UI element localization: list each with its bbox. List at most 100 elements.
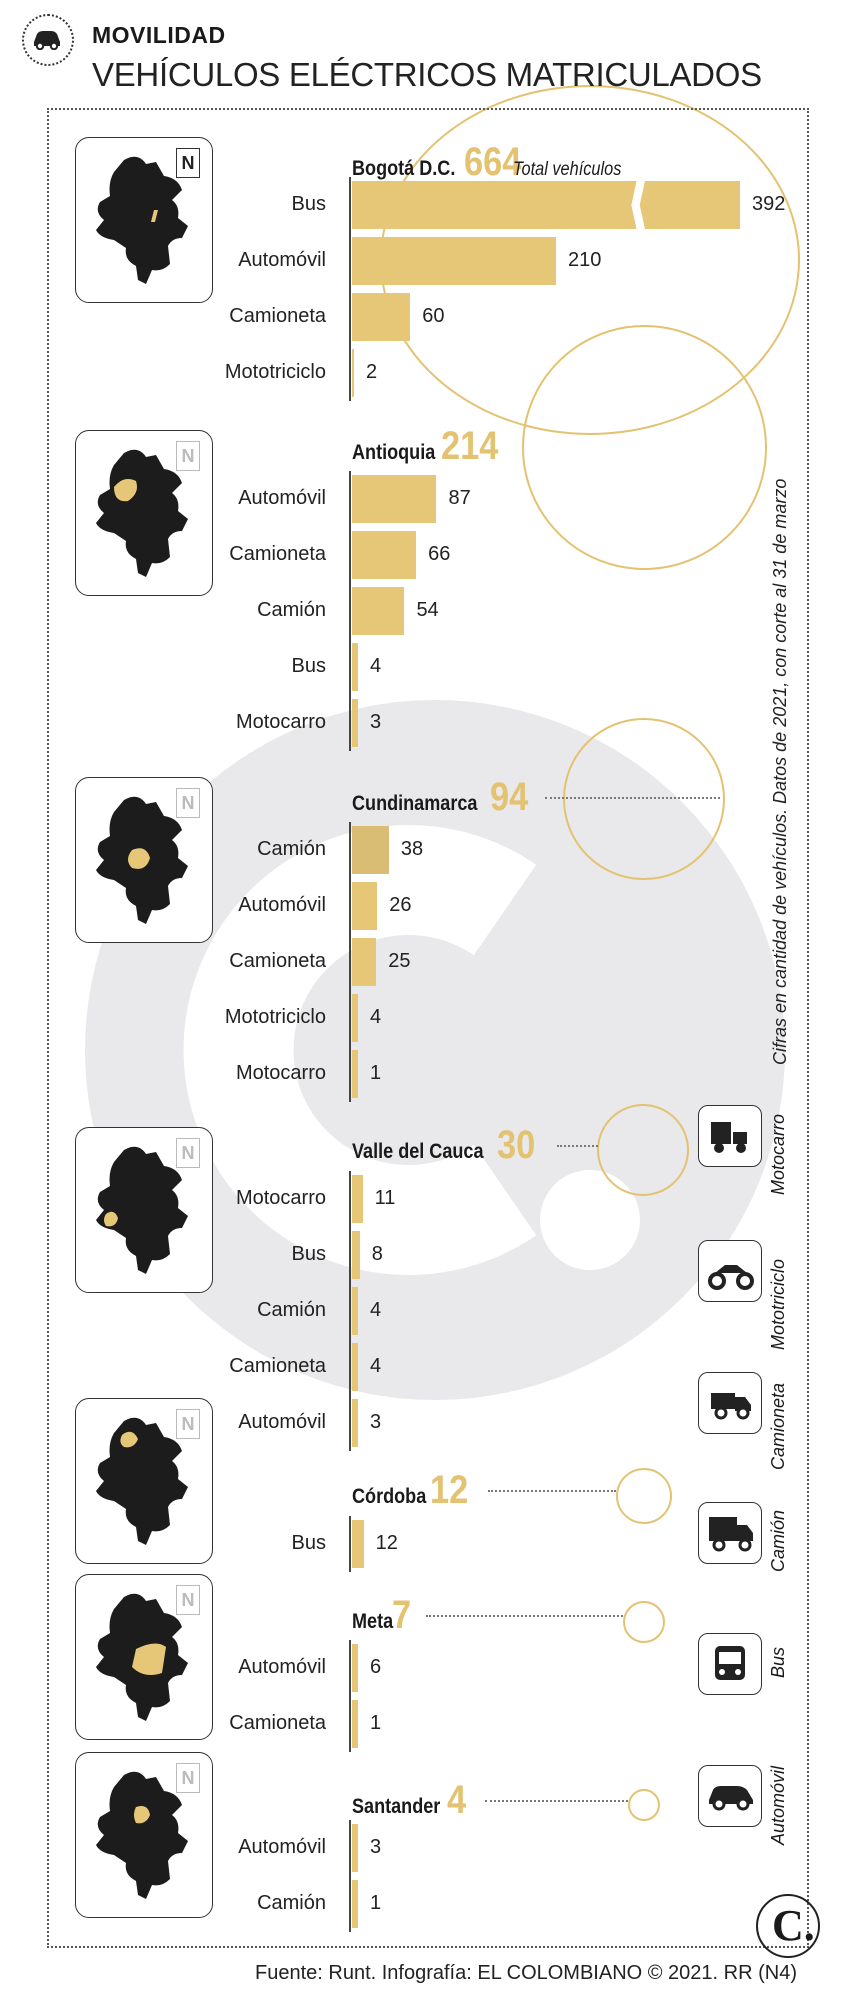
category-label: Camión xyxy=(257,1299,326,1321)
north-arrow-icon: N xyxy=(176,1409,200,1439)
category-label: Camión xyxy=(257,599,326,621)
region-name: Meta xyxy=(352,1610,394,1633)
camioneta-icon xyxy=(698,1372,762,1434)
bar-axis xyxy=(349,822,351,1102)
deco-circle-antioquia xyxy=(522,325,767,570)
value-label: 3 xyxy=(370,1836,382,1858)
header-car-icon xyxy=(22,14,74,66)
region-name: Valle del Cauca xyxy=(352,1140,484,1163)
category-label: Camioneta xyxy=(229,543,326,565)
bar-axis xyxy=(349,177,351,401)
bar xyxy=(352,994,358,1042)
value-label: 4 xyxy=(370,1006,382,1028)
value-label: 54 xyxy=(416,599,439,621)
category-label: Automóvil xyxy=(238,1656,326,1678)
bar xyxy=(352,531,417,579)
north-arrow-icon: N xyxy=(176,788,200,818)
region-total: 664 xyxy=(464,140,522,184)
bar xyxy=(352,587,405,635)
category-label: Automóvil xyxy=(238,487,326,509)
bar xyxy=(352,1520,364,1568)
bar xyxy=(352,1700,358,1748)
value-label: 8 xyxy=(371,1243,383,1265)
category-label: Mototriciclo xyxy=(224,361,326,383)
bar xyxy=(352,1399,358,1447)
bar-axis xyxy=(349,1640,351,1752)
el-colombiano-logo: C. xyxy=(756,1894,820,1958)
bar xyxy=(352,699,358,747)
category-label: Automóvil xyxy=(238,1836,326,1858)
mototriciclo-icon xyxy=(698,1240,762,1302)
value-label: 210 xyxy=(567,249,602,271)
section-tag: MOVILIDAD xyxy=(92,22,226,48)
north-arrow-icon: N xyxy=(176,1585,200,1615)
bar xyxy=(352,475,437,523)
value-label: 12 xyxy=(375,1532,398,1554)
deco-circle-cordoba xyxy=(616,1468,672,1524)
region-name: Córdoba xyxy=(352,1485,427,1508)
bar xyxy=(352,643,358,691)
region-title: Antioquia 214 xyxy=(352,424,508,469)
region-map-1: N xyxy=(75,430,213,596)
region-title: Meta 7 xyxy=(352,1593,414,1638)
value-label: 4 xyxy=(370,655,382,677)
value-label: 3 xyxy=(370,711,382,733)
region-total: 7 xyxy=(391,1593,411,1637)
bus-icon xyxy=(698,1633,762,1695)
category-label: Automóvil xyxy=(238,1411,326,1433)
value-label: 1 xyxy=(370,1892,382,1914)
category-label: Camioneta xyxy=(229,950,326,972)
region-title: Córdoba 12 xyxy=(352,1468,475,1513)
bar-break-mark xyxy=(631,179,646,231)
connector-line xyxy=(545,797,720,799)
category-label: Camioneta xyxy=(229,305,326,327)
legend-label: Automóvil xyxy=(768,1765,788,1845)
region-total: 4 xyxy=(446,1778,466,1822)
deco-circle-valle xyxy=(597,1104,689,1196)
category-label: Motocarro xyxy=(235,1062,326,1084)
watermark-logo xyxy=(85,700,785,1400)
bar xyxy=(352,1644,358,1692)
bar xyxy=(352,1175,363,1223)
motocarro-icon xyxy=(698,1105,762,1167)
bar xyxy=(352,826,389,874)
legend-label: Bus xyxy=(768,1646,788,1678)
value-label: 4 xyxy=(370,1299,382,1321)
side-note: Cifras en cantidad de vehículos. Datos d… xyxy=(770,478,790,1065)
bar-axis xyxy=(349,471,351,751)
category-label: Bus xyxy=(291,193,326,215)
region-map-4: N xyxy=(75,1398,213,1564)
source-footer: Fuente: Runt. Infografía: EL COLOMBIANO … xyxy=(255,1962,797,1984)
legend-label: Camioneta xyxy=(768,1382,788,1470)
bar xyxy=(352,237,556,285)
value-label: 60 xyxy=(422,305,445,327)
value-label: 25 xyxy=(388,950,411,972)
north-arrow-icon: N xyxy=(176,1138,200,1168)
bar xyxy=(352,938,377,986)
value-label: 2 xyxy=(365,361,378,383)
deco-circle-meta xyxy=(623,1601,665,1643)
automovil-icon xyxy=(698,1765,762,1827)
bar-axis xyxy=(349,1820,351,1932)
category-label: Automóvil xyxy=(238,894,326,916)
region-map-0: N xyxy=(75,137,213,303)
connector-line xyxy=(557,1145,598,1147)
content-frame xyxy=(47,108,809,1948)
category-label: Motocarro xyxy=(235,711,326,733)
region-map-3: N xyxy=(75,1127,213,1293)
legend-label: Motocarro xyxy=(768,1113,788,1195)
bar xyxy=(352,1050,358,1098)
value-label: 3 xyxy=(370,1411,382,1433)
bar xyxy=(352,1343,358,1391)
region-name: Cundinamarca xyxy=(352,792,478,815)
value-label: 1 xyxy=(370,1062,382,1084)
category-label: Mototriciclo xyxy=(224,1006,326,1028)
value-label: 66 xyxy=(428,543,451,565)
category-label: Automóvil xyxy=(238,249,326,271)
category-label: Motocarro xyxy=(235,1187,326,1209)
region-total: 214 xyxy=(440,424,499,468)
region-name: Santander xyxy=(352,1795,441,1818)
region-title: Valle del Cauca 30 xyxy=(352,1123,541,1168)
category-label: Bus xyxy=(291,655,326,677)
total-note: Total vehículos xyxy=(512,159,622,180)
